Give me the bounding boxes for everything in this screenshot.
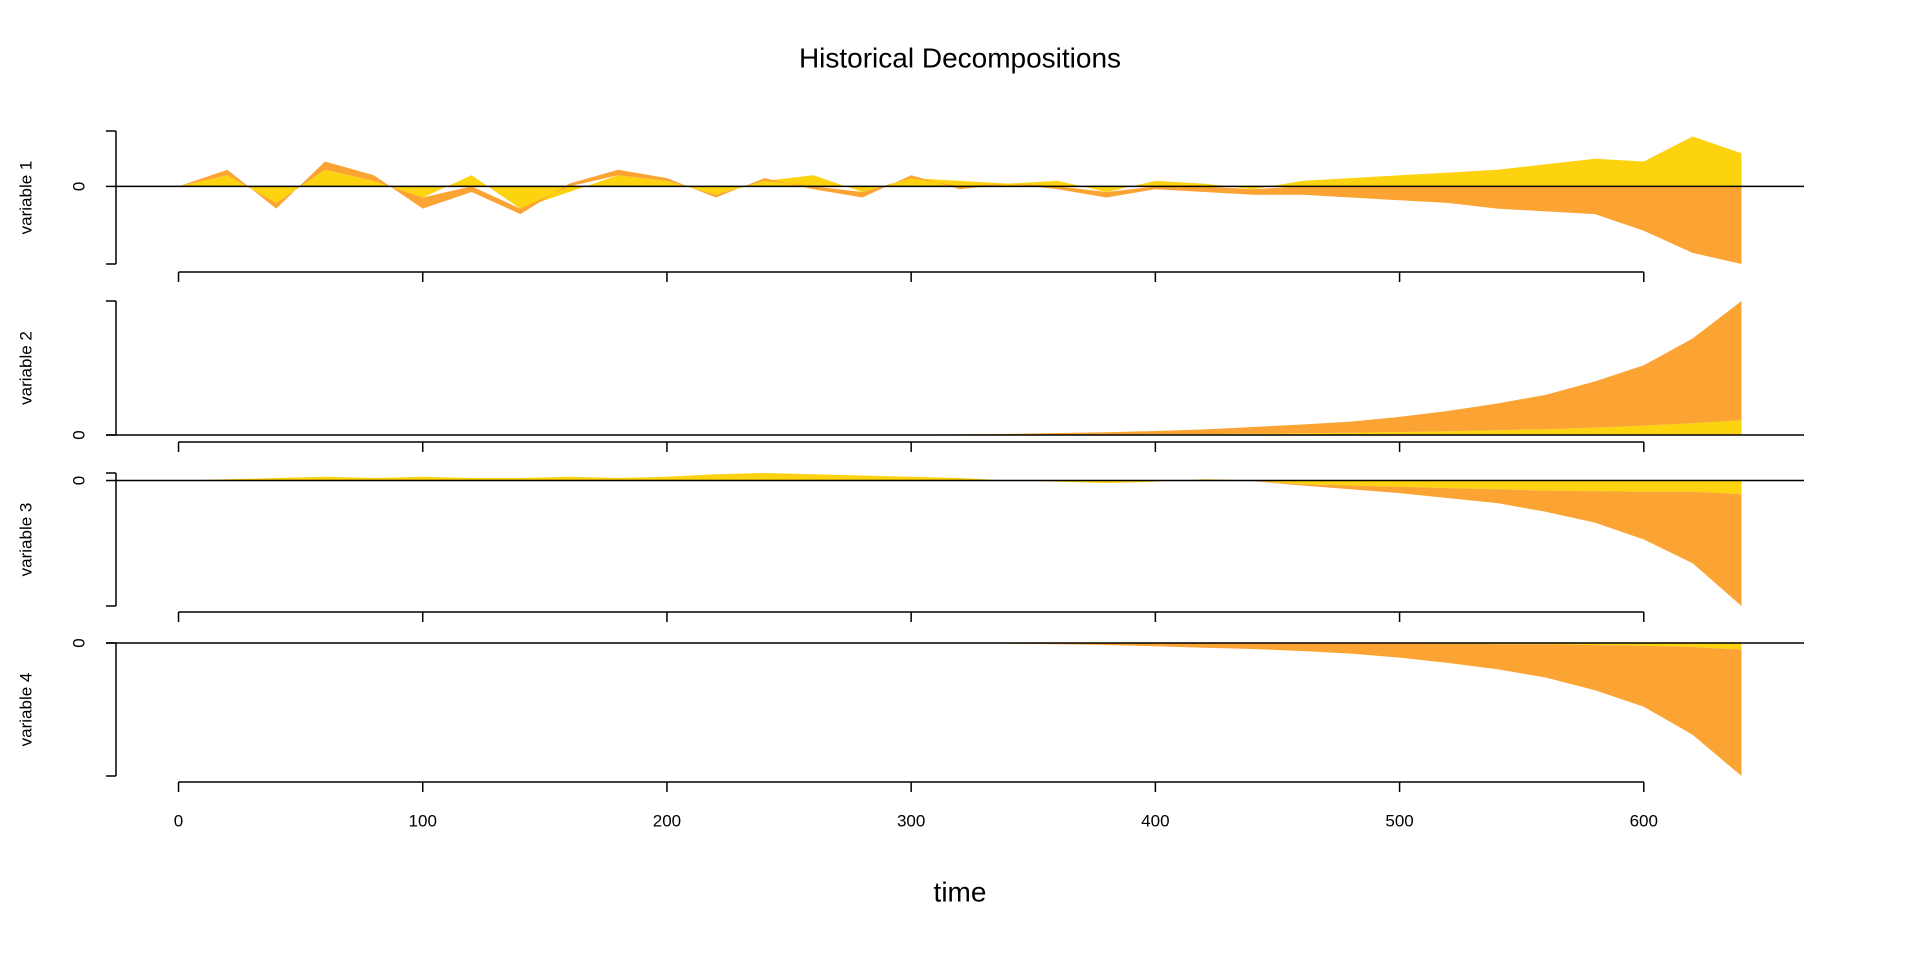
x-tick-label: 600: [1630, 811, 1658, 830]
y-axis-label: variable 2: [16, 331, 35, 405]
x-tick-label: 300: [897, 811, 925, 830]
x-tick-label: 0: [174, 811, 183, 830]
area: [178, 301, 1742, 435]
x-tick-label: 500: [1385, 811, 1413, 830]
y-tick-label: 0: [69, 430, 88, 439]
area: [178, 420, 1742, 435]
y-tick-label: 0: [69, 638, 88, 647]
area: [178, 473, 1742, 606]
y-tick-label: 0: [69, 476, 88, 485]
x-tick-label: 400: [1141, 811, 1169, 830]
y-axis-label: variable 3: [16, 503, 35, 577]
chart-title: Historical Decompositions: [799, 42, 1121, 73]
y-axis-label: variable 1: [16, 161, 35, 235]
x-tick-label: 200: [653, 811, 681, 830]
area: [178, 643, 1742, 776]
y-axis-label: variable 4: [16, 673, 35, 747]
area: [178, 473, 1742, 495]
y-tick-label: 0: [69, 182, 88, 191]
x-axis-label: time: [934, 876, 987, 907]
area: [178, 136, 1742, 209]
x-tick-label: 100: [409, 811, 437, 830]
